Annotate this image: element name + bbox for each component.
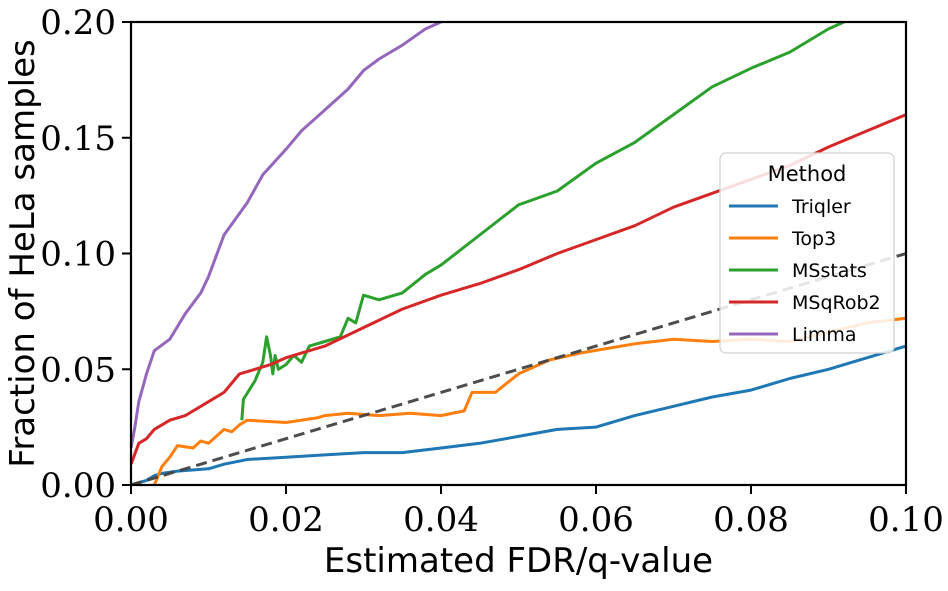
x-tick-label: 0.08 bbox=[713, 500, 789, 540]
series-line-msstats bbox=[240, 22, 845, 421]
y-tick-label: 0.05 bbox=[40, 350, 116, 390]
ticks-layer: 0.00 0.02 0.04 0.06 0.08 0.10 0.00 0.05 0.10 0.15… bbox=[40, 3, 944, 540]
x-tick-label: 0.10 bbox=[868, 500, 944, 540]
legend-label-top3: Top3 bbox=[791, 228, 836, 250]
x-axis-title: Estimated FDR/q-value bbox=[324, 541, 713, 581]
x-tick-label: 0.04 bbox=[403, 500, 479, 540]
series-line-top3 bbox=[152, 316, 906, 485]
y-tick-label: 0.10 bbox=[40, 235, 116, 275]
legend-label-msstats: MSstats bbox=[792, 260, 867, 282]
x-tick-label: 0.00 bbox=[93, 500, 169, 540]
legend-label-triqler: Triqler bbox=[791, 196, 851, 218]
legend-label-limma: Limma bbox=[792, 324, 857, 346]
y-axis-title: Fraction of HeLa samples bbox=[3, 39, 43, 468]
y-tick-label: 0.15 bbox=[40, 119, 116, 159]
legend: Method Triqler Top3 MSstats MSqRob2 Limma bbox=[719, 152, 895, 354]
series-line-limma bbox=[131, 22, 442, 449]
legend-label-msqrob2: MSqRob2 bbox=[792, 292, 881, 314]
y-tick-label: 0.20 bbox=[40, 3, 116, 43]
x-tick-label: 0.02 bbox=[248, 500, 324, 540]
legend-title: Method bbox=[768, 162, 847, 186]
legend-items: Triqler Top3 MSstats MSqRob2 Limma bbox=[729, 196, 881, 346]
y-tick-label: 0.00 bbox=[40, 466, 116, 506]
x-tick-label: 0.06 bbox=[558, 500, 634, 540]
series-line-triqler bbox=[131, 344, 906, 485]
